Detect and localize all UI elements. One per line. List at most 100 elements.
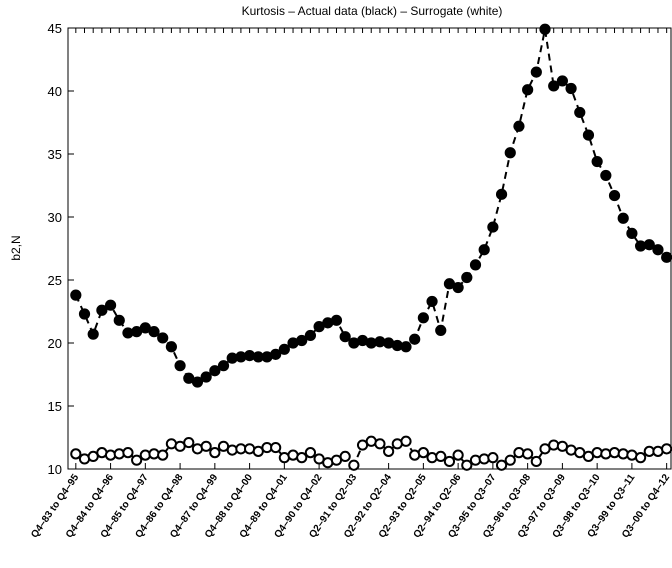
marker [556,75,568,87]
y-tick-label: 35 [48,147,62,162]
marker [148,326,160,338]
marker [548,439,560,451]
marker [495,459,508,471]
marker [469,259,482,271]
marker [235,351,247,363]
marker [374,438,386,450]
marker [374,336,386,348]
marker [634,240,647,252]
y-axis-label: b2,N [9,235,23,260]
marker [530,66,542,78]
marker [104,449,117,461]
marker [391,339,403,352]
marker [513,447,525,459]
marker [574,106,586,119]
marker [278,343,290,355]
marker [478,244,490,256]
marker [661,443,672,455]
marker [626,227,638,239]
marker [296,334,308,347]
marker [504,454,516,466]
marker [478,453,490,465]
y-tick-label: 15 [48,399,62,414]
y-tick-label: 10 [48,462,62,477]
marker [452,281,464,294]
marker [217,360,230,372]
marker [104,299,117,311]
marker [435,324,447,336]
marker [565,82,577,95]
y-tick-label: 45 [48,21,62,36]
marker [452,449,464,461]
marker [608,447,621,459]
marker [582,129,595,141]
marker [522,84,534,96]
marker [487,452,499,464]
marker [131,454,143,466]
marker [426,452,438,464]
marker [461,459,473,471]
marker [87,328,99,340]
marker [122,327,134,339]
marker [539,23,551,35]
marker [461,271,473,284]
marker [226,444,238,456]
y-tick-label: 30 [48,210,62,225]
marker [226,352,238,364]
marker [330,314,343,326]
marker [348,459,360,471]
y-tick-label: 20 [48,336,62,351]
series-line [74,29,668,384]
marker [157,449,169,461]
marker [400,435,412,447]
marker [591,155,603,168]
marker [504,147,516,159]
marker [191,376,204,388]
marker [383,445,395,457]
marker [365,337,377,349]
marker [113,448,125,460]
marker [469,454,482,466]
marker [600,448,612,460]
marker [435,450,447,462]
marker [78,308,91,320]
marker [400,341,412,353]
marker [417,312,429,324]
marker [96,304,108,316]
marker [339,450,351,462]
marker [417,447,429,459]
marker [513,120,525,132]
marker [270,441,282,454]
marker [70,448,82,460]
marker [296,452,308,464]
plot-frame [67,27,672,470]
marker [443,455,456,468]
marker [652,244,664,256]
marker [148,448,160,460]
marker [200,371,212,383]
marker [617,448,629,460]
marker [270,348,282,360]
chart-title: Kurtosis – Actual data (black) – Surroga… [242,4,503,18]
marker [183,436,195,449]
marker [426,295,438,308]
marker [634,452,647,464]
marker [495,188,508,200]
marker [209,365,221,377]
marker [661,251,672,263]
marker [600,169,612,182]
marker [304,329,317,342]
marker [139,449,151,461]
marker [304,447,317,459]
marker [530,455,542,468]
marker [209,447,221,459]
marker [70,289,82,301]
marker [617,212,629,224]
marker [157,332,169,344]
marker [548,80,560,92]
marker [200,440,212,452]
y-tick-label: 40 [48,84,62,99]
marker [591,447,603,459]
marker [409,333,421,345]
